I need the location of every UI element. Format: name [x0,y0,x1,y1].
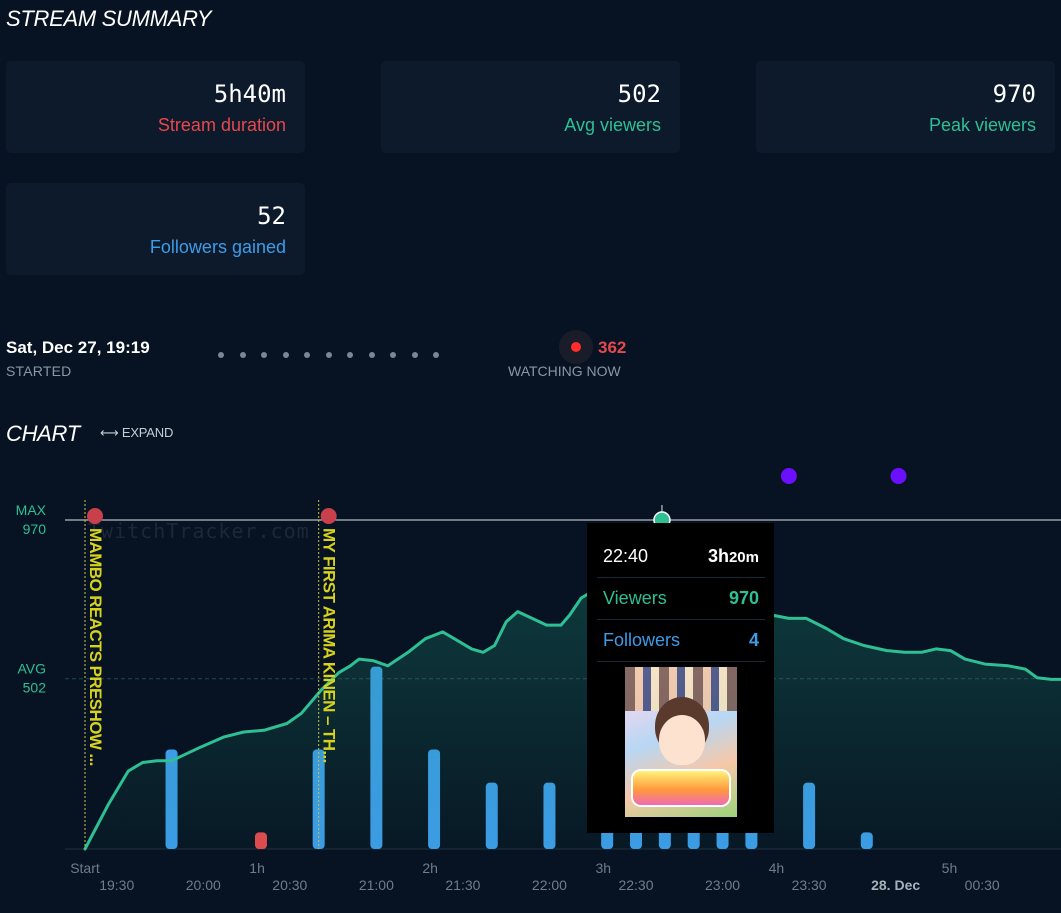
stat-value: 52 [257,202,286,230]
stat-label: Avg viewers [564,115,661,135]
stat-value: 970 [992,80,1036,108]
reference-label-max: MAX [16,502,47,518]
tooltip-time-row: 22:40 3h20m [597,535,765,578]
tooltip-followers-label: Followers [603,630,681,650]
event-marker-icon[interactable] [890,468,907,484]
viewer-line[interactable] [83,589,1061,851]
viewer-area [85,591,1061,849]
x-tick-label-clock: 20:00 [186,877,221,893]
x-tick-label-clock: 22:30 [618,877,653,893]
tooltip-elapsed: 3h20m [708,546,759,567]
category-marker-icon[interactable] [320,508,337,524]
x-tick-label-clock: 20:30 [272,877,307,893]
tooltip-time: 22:40 [603,546,649,566]
category-label: MY FIRST ARIMA KINEN – TH... [320,528,339,763]
x-tick-label-clock: 21:30 [445,877,480,893]
x-tick-label-clock: 23:00 [705,877,740,893]
x-tick-label-elapsed: 3h [595,860,611,876]
tooltip-viewers-row: Viewers 970 [597,577,765,620]
stat-label: Stream duration [157,115,286,135]
stat-value: 5h40m [213,80,286,108]
x-tick-label-elapsed: 5h [942,860,958,876]
x-tick-label-clock: 28. Dec [871,877,920,893]
tooltip-viewers-label: Viewers [603,588,667,608]
timeline-dots [218,352,439,358]
expand-button[interactable]: ⟷ EXPAND [100,425,174,440]
x-tick-label-clock: 21:00 [359,877,394,893]
tooltip-elapsed-minutes: 20m [728,549,759,566]
x-tick-label-elapsed: Start [70,860,100,876]
reference-value-avg: 502 [23,680,47,696]
x-tick-label-clock: 23:30 [792,877,827,893]
x-tick-label-elapsed: 2h [422,860,438,876]
stat-card-peak-viewers: 970 Peak viewers [756,61,1055,153]
tooltip-elapsed-hours: 3h [707,546,729,566]
page-title: STREAM SUMMARY [6,6,212,31]
chart-tooltip: 22:40 3h20m Viewers 970 Followers 4 [587,523,774,833]
watermark-text: TwitchTracker.com [88,519,310,543]
reference-value-max: 970 [23,521,47,537]
stat-label: Peak viewers [928,115,1036,135]
reference-label-avg: AVG [17,661,46,677]
chart-title: CHART [6,421,80,446]
stat-value: 502 [617,80,661,108]
stat-card-duration: 5h40m Stream duration [6,61,305,153]
viewer-chart[interactable]: TwitchTracker.com MAX 970 AVG 502 MAMBO REAC… [0,455,1061,913]
stat-card-followers: 52 Followers gained [6,183,305,275]
tooltip-followers-value: 4 [748,630,759,650]
live-viewer-count: 362 [598,338,627,357]
x-tick-label-elapsed: 1h [249,860,265,876]
category-marker-icon[interactable] [87,508,103,524]
x-tick-label-clock: 22:00 [532,877,567,893]
tooltip-viewers-value: 970 [728,588,759,608]
x-tick-label-clock: 19:30 [99,877,134,893]
stat-label: Followers gained [149,237,286,257]
started-date: Sat, Dec 27, 19:19 [6,338,150,357]
tooltip-followers-row: Followers 4 [597,619,765,662]
x-tick-label-elapsed: 4h [769,860,785,876]
x-tick-label-clock: 00:30 [965,877,1000,893]
category-label: MAMBO REACTS PRESHOW ... [86,528,105,766]
started-label: STARTED [6,363,72,379]
live-label: WATCHING NOW [508,363,621,379]
live-dot-icon [571,342,581,352]
event-marker-icon[interactable] [780,468,797,484]
stat-card-avg-viewers: 502 Avg viewers [381,61,680,153]
game-box-art-icon [625,667,737,817]
